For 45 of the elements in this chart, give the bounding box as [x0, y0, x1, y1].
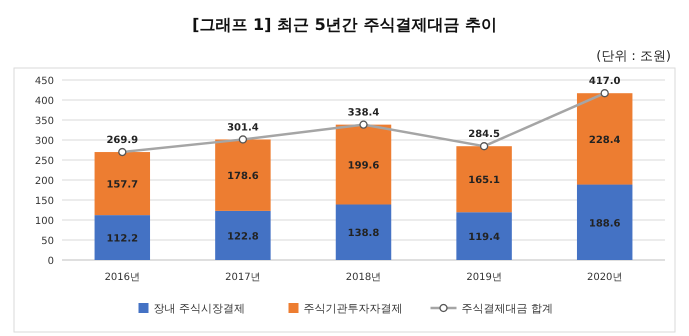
data-label: 112.2	[106, 234, 138, 245]
x-tick-label: 2020년	[586, 272, 622, 283]
y-tick-label: 200	[34, 176, 54, 187]
x-tick-label: 2016년	[104, 272, 140, 283]
y-tick-label: 150	[34, 196, 54, 207]
data-label: 165.1	[468, 175, 500, 186]
y-tick-label: 300	[34, 136, 54, 147]
bar	[94, 152, 150, 216]
y-tick-label: 0	[48, 256, 54, 267]
bar	[456, 146, 512, 212]
y-tick-label: 450	[34, 76, 54, 87]
bar	[336, 204, 392, 260]
legend-label: 주식결제대금 합계	[462, 302, 553, 315]
bar	[456, 212, 512, 260]
legend-label: 주식기관투자자결제	[304, 302, 402, 315]
bar	[94, 215, 150, 260]
data-label: 138.8	[348, 228, 380, 240]
data-label: 338.4	[348, 108, 380, 119]
data-label: 301.4	[227, 122, 259, 134]
bar	[576, 184, 632, 260]
y-tick-label: 250	[34, 156, 54, 167]
data-label: 122.8	[227, 231, 259, 242]
legend-label: 장내 주식시장결제	[154, 302, 245, 315]
x-tick-label: 2018년	[346, 272, 382, 283]
x-tick-label: 2019년	[466, 272, 502, 283]
bar	[336, 124, 392, 204]
text: (단위 : 조원)	[596, 49, 671, 64]
data-label: 188.6	[588, 218, 621, 230]
data-label: 178.6	[227, 171, 259, 182]
data-label: 157.7	[106, 180, 138, 191]
chart-title: [그래프 1] 최근 5년간 주식결제대금 추이	[192, 15, 497, 34]
data-label: 284.5	[468, 129, 500, 140]
y-tick-label: 350	[34, 116, 54, 127]
bar	[576, 93, 632, 185]
y-tick-label: 400	[34, 96, 54, 107]
data-label: 199.6	[348, 160, 380, 172]
data-label: 228.4	[588, 134, 621, 146]
bar	[215, 139, 271, 211]
bar	[215, 210, 271, 260]
data-label: 269.9	[106, 135, 138, 146]
data-label: 417.0	[588, 76, 621, 88]
y-tick-label: 100	[34, 216, 54, 227]
x-tick-label: 2017년	[225, 272, 261, 283]
y-tick-label: 50	[41, 236, 54, 247]
data-label: 119.4	[468, 232, 500, 244]
